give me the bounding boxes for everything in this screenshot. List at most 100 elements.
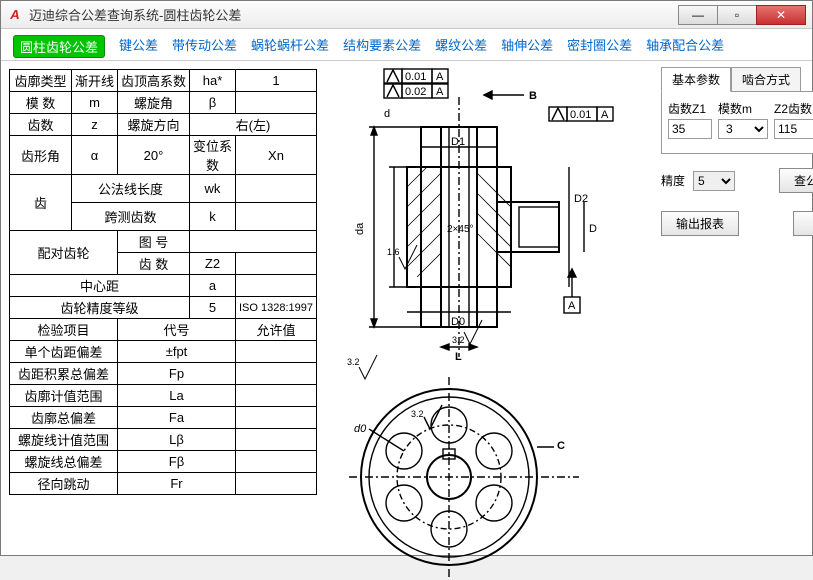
svg-text:2×45°: 2×45°: [447, 224, 474, 235]
svg-text:3.2: 3.2: [452, 335, 465, 345]
cell: [236, 341, 317, 363]
cell: 图 号: [118, 231, 190, 253]
label-m: 模数m: [718, 100, 768, 117]
tab-bearing-fit[interactable]: 轴承配合公差: [646, 35, 724, 58]
maximize-button[interactable]: ▫: [717, 5, 757, 25]
cell: 单个齿距偏差: [10, 341, 118, 363]
svg-text:3.2: 3.2: [347, 357, 360, 367]
label-precision: 精度: [661, 172, 685, 189]
cell: 齿廓类型: [10, 70, 72, 92]
cell: [236, 203, 317, 231]
svg-text:0.01: 0.01: [570, 109, 591, 121]
cell: Fβ: [118, 451, 236, 473]
cell: 跨测齿数: [72, 203, 190, 231]
gear-parameter-table: 齿廓类型 渐开线 齿顶高系数 ha* 1 模 数 m 螺旋角 β 齿数 z 螺旋…: [9, 69, 317, 495]
cell: β: [190, 92, 236, 114]
cell: [236, 175, 317, 203]
cell: [190, 231, 317, 253]
input-z2[interactable]: [774, 119, 813, 139]
content-area: 齿廓类型 渐开线 齿顶高系数 ha* 1 模 数 m 螺旋角 β 齿数 z 螺旋…: [1, 61, 812, 559]
subtab-mesh-mode[interactable]: 啮合方式: [731, 67, 801, 92]
cell: ±fpt: [118, 341, 236, 363]
tab-shaft-ext[interactable]: 轴伸公差: [501, 35, 553, 58]
minimize-button[interactable]: —: [678, 5, 718, 25]
cell: 变位系数: [190, 136, 236, 175]
cell: z: [72, 114, 118, 136]
svg-text:1.6: 1.6: [387, 247, 400, 257]
cell: a: [190, 275, 236, 297]
svg-text:da: da: [354, 222, 366, 235]
window-title: 迈迪综合公差查询系统-圆柱齿轮公差: [29, 5, 679, 24]
cell: m: [72, 92, 118, 114]
cell: 齿 数: [118, 253, 190, 275]
close-panel-button[interactable]: 关闭: [793, 211, 813, 236]
subtab-basic-params[interactable]: 基本参数: [661, 67, 731, 92]
svg-text:A: A: [436, 86, 444, 98]
cell: α: [72, 136, 118, 175]
tab-key[interactable]: 键公差: [119, 35, 158, 58]
cell: 20°: [118, 136, 190, 175]
cell: [236, 275, 317, 297]
cell: Fp: [118, 363, 236, 385]
cell: [236, 363, 317, 385]
cell: Fa: [118, 407, 236, 429]
cell: 齿数: [10, 114, 72, 136]
cell: La: [118, 385, 236, 407]
close-button[interactable]: ✕: [756, 5, 806, 25]
cell: 公法线长度: [72, 175, 190, 203]
cell: 齿廓总偏差: [10, 407, 118, 429]
cell: [236, 429, 317, 451]
app-window: A 迈迪综合公差查询系统-圆柱齿轮公差 — ▫ ✕ 圆柱齿轮公差 键公差 带传动…: [0, 0, 813, 556]
tab-structure[interactable]: 结构要素公差: [343, 35, 421, 58]
cell: 螺旋方向: [118, 114, 190, 136]
svg-text:C: C: [557, 440, 565, 452]
svg-text:3.2: 3.2: [411, 409, 424, 419]
tab-cylinder-gear[interactable]: 圆柱齿轮公差: [13, 35, 105, 58]
main-tabs: 圆柱齿轮公差 键公差 带传动公差 蜗轮蜗杆公差 结构要素公差 螺纹公差 轴伸公差…: [1, 29, 812, 61]
tab-belt[interactable]: 带传动公差: [172, 35, 237, 58]
tab-thread[interactable]: 螺纹公差: [435, 35, 487, 58]
cell: 检验项目: [10, 319, 118, 341]
svg-text:A: A: [436, 71, 444, 83]
cell: [236, 473, 317, 495]
cell: 右(左): [190, 114, 317, 136]
cell: Xn: [236, 136, 317, 175]
svg-text:B: B: [529, 90, 537, 102]
cell: [236, 407, 317, 429]
cell: ha*: [190, 70, 236, 92]
svg-text:D1: D1: [451, 136, 465, 148]
param-subtabs: 基本参数 啮合方式: [661, 67, 813, 92]
cell: 5: [190, 297, 236, 319]
cell: [236, 385, 317, 407]
cell: [236, 253, 317, 275]
cell: 螺旋线计值范围: [10, 429, 118, 451]
cell: 模 数: [10, 92, 72, 114]
cell: 渐开线: [72, 70, 118, 92]
window-controls: — ▫ ✕: [679, 5, 806, 25]
cell: Lβ: [118, 429, 236, 451]
output-report-button[interactable]: 输出报表: [661, 211, 739, 236]
cell: 允许值: [236, 319, 317, 341]
cell: 齿顶高系数: [118, 70, 190, 92]
titlebar: A 迈迪综合公差查询系统-圆柱齿轮公差 — ▫ ✕: [1, 1, 812, 29]
svg-text:D: D: [589, 223, 597, 235]
svg-text:A: A: [568, 300, 576, 312]
tab-seal[interactable]: 密封圈公差: [567, 35, 632, 58]
cell: 中心距: [10, 275, 190, 297]
svg-text:d0: d0: [354, 423, 367, 435]
input-z1[interactable]: [668, 119, 712, 139]
cell: ISO 1328:1997: [236, 297, 317, 319]
svg-text:D0: D0: [451, 316, 465, 328]
cell: k: [190, 203, 236, 231]
svg-text:0.02: 0.02: [405, 86, 426, 98]
check-tolerance-button[interactable]: 查公差: [779, 168, 813, 193]
tab-worm[interactable]: 蜗轮蜗杆公差: [251, 35, 329, 58]
svg-text:D2: D2: [574, 193, 588, 205]
params-box: 齿数Z1 模数m 3 Z2齿数 螺旋角β: [661, 91, 813, 154]
cell: [236, 451, 317, 473]
cell: 配对齿轮: [10, 231, 118, 275]
cell: 齿距积累总偏差: [10, 363, 118, 385]
cell: 齿: [10, 175, 72, 231]
select-precision[interactable]: 5: [693, 171, 735, 191]
select-m[interactable]: 3: [718, 119, 768, 139]
